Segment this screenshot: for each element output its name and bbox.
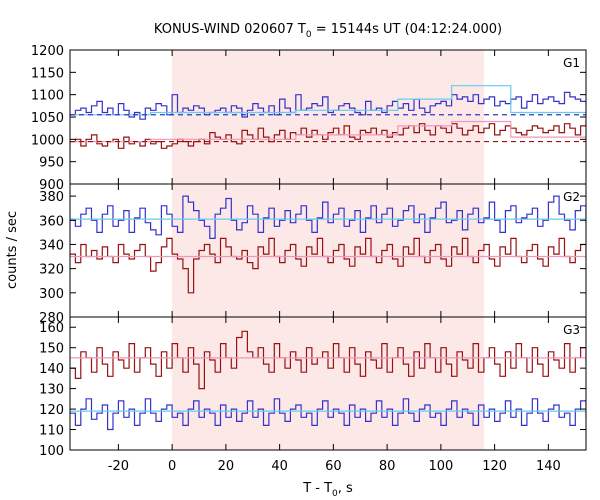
x-tick-label: 140 xyxy=(536,459,561,474)
y-tick-label: 130 xyxy=(39,383,64,398)
y-tick-label: 380 xyxy=(39,190,64,205)
y-tick-label: 320 xyxy=(39,263,64,278)
y-tick-label: 140 xyxy=(39,362,64,377)
x-tick-label: 120 xyxy=(482,459,507,474)
panel-frame xyxy=(69,316,587,451)
chart-title-prefix: KONUS-WIND 020607 T xyxy=(154,22,306,37)
panel-label: G3 xyxy=(563,323,580,337)
y-tick-label: 360 xyxy=(39,214,64,229)
y-tick-label: 1150 xyxy=(31,66,64,81)
x-tick-label: 40 xyxy=(271,459,288,474)
series-g1-blue xyxy=(70,91,586,120)
x-tick-label: 60 xyxy=(325,459,342,474)
y-tick-label: 150 xyxy=(39,342,64,357)
series-g1-pink xyxy=(70,120,586,143)
y-tick-label: 120 xyxy=(39,403,64,418)
y-tick-label: 900 xyxy=(39,178,64,193)
x-tick-label: 80 xyxy=(379,459,396,474)
y-tick-label: 160 xyxy=(39,321,64,336)
chart-title-sub: 0 xyxy=(306,30,312,40)
y-tick-label: 100 xyxy=(39,444,64,459)
y-tick-label: 1200 xyxy=(31,44,64,59)
x-tick-label: 100 xyxy=(428,459,453,474)
chart-title: KONUS-WIND 020607 T0 = 15144s UT (04:12:… xyxy=(154,22,502,40)
y-axis-label: counts / sec xyxy=(5,211,20,289)
y-tick-label: 1050 xyxy=(31,111,64,126)
panel-label: G1 xyxy=(563,56,580,70)
y-tick-label: 340 xyxy=(39,238,64,253)
chart-title-suffix: = 15144s UT (04:12:24.000) xyxy=(312,22,502,37)
y-tick-label: 300 xyxy=(39,287,64,302)
x-axis-label-sub: 0 xyxy=(332,489,338,499)
x-tick-label: -20 xyxy=(108,459,129,474)
x-tick-label: 0 xyxy=(168,459,176,474)
panel-g2: 280 300 320 340 360 380 G2 xyxy=(39,183,587,326)
panels: 90095010001050110011501200G1280300320340… xyxy=(31,44,587,474)
y-tick-label: 1000 xyxy=(31,133,64,148)
series-g2-blue xyxy=(70,195,586,239)
x-axis-label: T - T0, s xyxy=(302,481,353,499)
y-tick-label: 1100 xyxy=(31,89,64,104)
series-g3-red xyxy=(70,330,586,390)
y-tick-label: 110 xyxy=(39,424,64,439)
series-g3-blue xyxy=(70,398,586,431)
x-axis-label-suffix: , s xyxy=(338,481,353,496)
series-g2-red xyxy=(70,237,586,294)
panel-g3: 100 110 120 130 140 150 160 G3 xyxy=(39,316,587,459)
y-tick-label: 950 xyxy=(39,156,64,171)
x-axis-label-prefix: T - T xyxy=(302,481,332,496)
y-tick-label: 280 xyxy=(39,311,64,326)
series-g1-cyan xyxy=(70,85,586,116)
panel-label: G2 xyxy=(563,190,580,204)
x-tick-label: 20 xyxy=(218,459,235,474)
panel-g1: 900 950 1000 1050 1100 1150 1200 G1 xyxy=(31,44,587,193)
